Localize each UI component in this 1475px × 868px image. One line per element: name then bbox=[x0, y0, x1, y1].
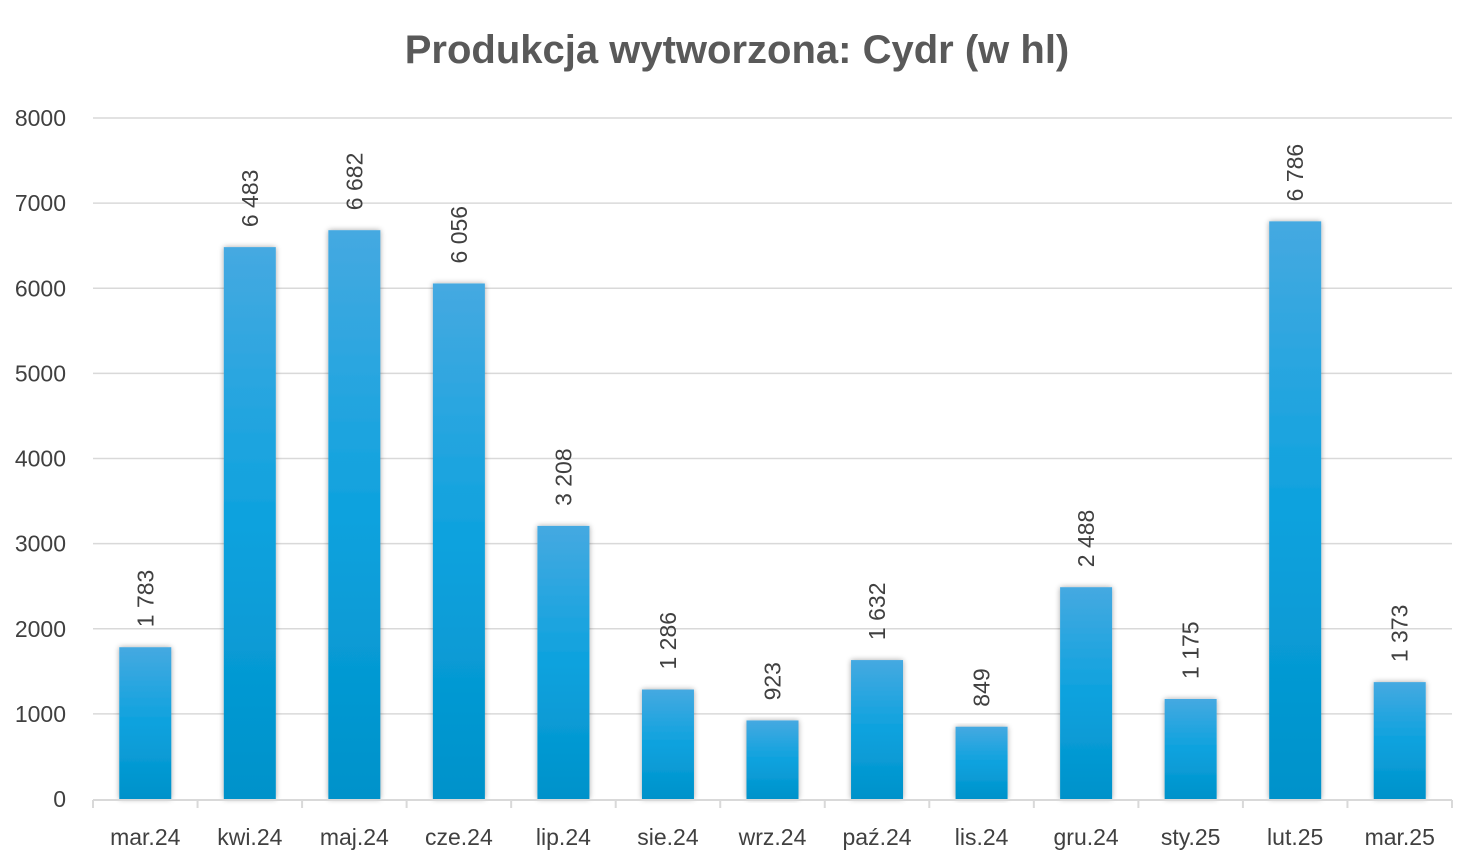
data-label: 6 682 bbox=[341, 153, 367, 211]
x-tick-label: lip.24 bbox=[536, 824, 591, 850]
data-label: 1 175 bbox=[1178, 621, 1204, 679]
data-label: 849 bbox=[969, 668, 995, 706]
bar bbox=[851, 660, 904, 799]
bar bbox=[432, 283, 485, 799]
x-tick-label: lis.24 bbox=[955, 824, 1009, 850]
y-tick-label: 2000 bbox=[15, 616, 66, 642]
x-tick-label: sie.24 bbox=[637, 824, 699, 850]
y-tick-label: 4000 bbox=[15, 446, 66, 472]
x-tick-label: kwi.24 bbox=[217, 824, 282, 850]
x-tick-label: gru.24 bbox=[1054, 824, 1119, 850]
chart-title: Produkcja wytworzona: Cydr (w hl) bbox=[405, 28, 1070, 72]
bar bbox=[537, 525, 590, 799]
data-label: 6 786 bbox=[1282, 144, 1308, 202]
y-tick-label: 6000 bbox=[15, 275, 66, 301]
bar bbox=[328, 230, 381, 799]
bar bbox=[641, 689, 694, 799]
y-tick-label: 8000 bbox=[15, 105, 66, 131]
data-label: 1 632 bbox=[864, 583, 890, 641]
data-label: 1 373 bbox=[1387, 605, 1413, 663]
bar bbox=[746, 720, 799, 799]
y-tick-label: 7000 bbox=[15, 190, 66, 216]
y-tick-label: 3000 bbox=[15, 531, 66, 557]
data-label: 1 286 bbox=[655, 612, 681, 670]
bar bbox=[223, 247, 276, 799]
x-tick-label: mar.24 bbox=[110, 824, 181, 850]
bar bbox=[1060, 587, 1113, 799]
x-tick-label: paź.24 bbox=[843, 824, 912, 850]
data-label: 923 bbox=[760, 662, 786, 700]
data-label: 6 056 bbox=[446, 206, 472, 264]
data-label: 1 783 bbox=[132, 570, 158, 628]
bar bbox=[119, 647, 172, 799]
bar bbox=[1373, 682, 1426, 799]
data-label: 6 483 bbox=[237, 170, 263, 228]
bar bbox=[955, 726, 1008, 799]
y-tick-label: 1000 bbox=[15, 701, 66, 727]
data-label: 3 208 bbox=[550, 448, 576, 506]
x-tick-label: cze.24 bbox=[425, 824, 493, 850]
x-tick-label: mar.25 bbox=[1365, 824, 1435, 850]
y-tick-label: 0 bbox=[53, 786, 66, 812]
y-tick-label: 5000 bbox=[15, 360, 66, 386]
bar bbox=[1164, 698, 1217, 799]
bar bbox=[1269, 221, 1322, 800]
x-tick-label: wrz.24 bbox=[738, 824, 807, 850]
x-tick-label: maj.24 bbox=[320, 824, 389, 850]
x-tick-label: sty.25 bbox=[1161, 824, 1221, 850]
x-tick-label: lut.25 bbox=[1267, 824, 1323, 850]
data-label: 2 488 bbox=[1073, 510, 1099, 568]
